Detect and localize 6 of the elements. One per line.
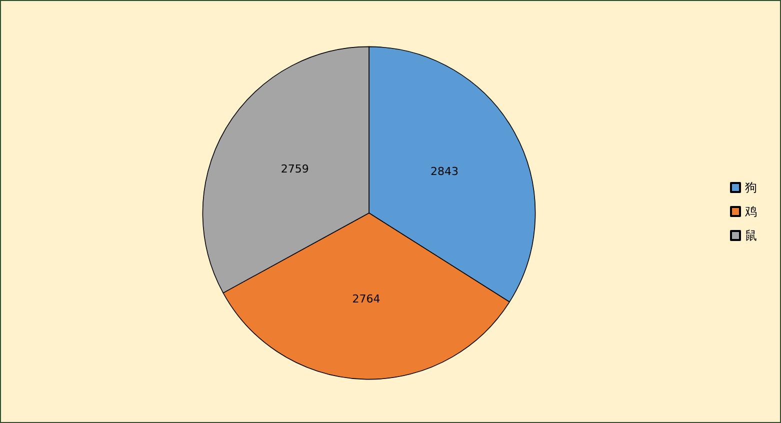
- legend-label: 狗: [745, 180, 757, 194]
- data-label: 2843: [430, 164, 458, 178]
- legend-label: 鸡: [744, 204, 757, 218]
- data-label: 2764: [352, 292, 380, 306]
- legend-label: 鼠: [745, 228, 757, 242]
- data-label: 2759: [280, 162, 309, 176]
